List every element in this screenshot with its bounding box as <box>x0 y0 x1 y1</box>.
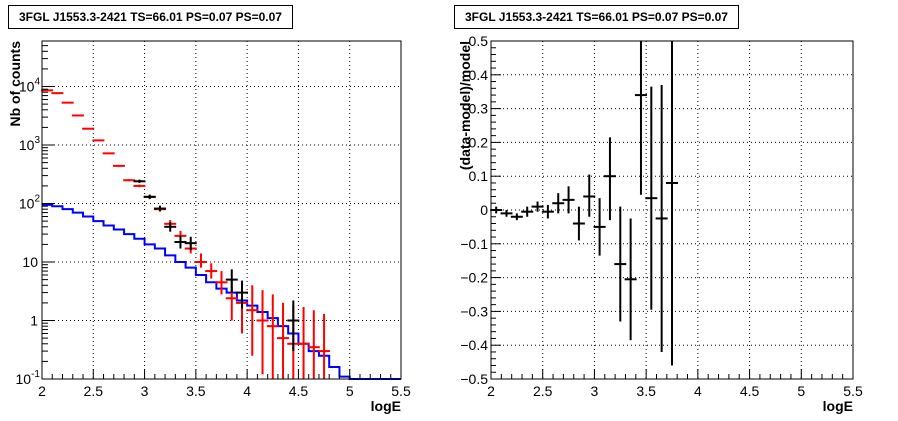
y-axis-label: Nb of counts <box>7 41 23 127</box>
x-tick-label: 4.5 <box>740 383 760 399</box>
y-tick-label: 0.3 <box>469 101 489 117</box>
x-tick-label: 2 <box>38 383 46 399</box>
x-tick-label: 4 <box>694 383 702 399</box>
right-chart-title: 3FGL J1553.3-2421 TS=66.01 PS=0.07 PS=0.… <box>454 5 739 29</box>
y-tick-label: 102 <box>19 194 41 212</box>
x-tick-label: 2 <box>487 383 495 399</box>
y-tick-label: 103 <box>19 135 41 153</box>
model-step-line <box>42 203 401 380</box>
x-axis-label: logE <box>371 398 401 414</box>
y-tick-label: 0.2 <box>469 134 489 150</box>
x-tick-label: 3.5 <box>186 383 206 399</box>
plot-area <box>42 41 401 379</box>
x-tick-label: 4 <box>243 383 251 399</box>
y-axis-label: (data-model)/model <box>457 41 473 170</box>
x-tick-label: 5.5 <box>843 383 863 399</box>
x-tick-label: 3 <box>591 383 599 399</box>
plot-frame <box>41 40 402 380</box>
x-tick-label: 3 <box>141 383 149 399</box>
y-tick-label: 10-1 <box>16 369 41 387</box>
y-tick-label: −0.4 <box>460 337 488 353</box>
left-chart-title: 3FGL J1553.3-2421 TS=66.01 PS=0.07 PS=0.… <box>8 5 293 29</box>
y-tick-label: 1 <box>30 313 38 329</box>
x-tick-label: 2.5 <box>533 383 553 399</box>
y-tick-label: 0.1 <box>469 168 489 184</box>
y-tick-label: 0.5 <box>469 33 489 49</box>
x-tick-label: 5.5 <box>391 383 411 399</box>
y-tick-label: 10 <box>22 254 38 270</box>
y-tick-label: −0.3 <box>460 303 488 319</box>
y-tick-label: 0 <box>480 202 488 218</box>
y-tick-label: −0.2 <box>460 270 488 286</box>
x-tick-label: 2.5 <box>84 383 104 399</box>
x-tick-label: 5 <box>797 383 805 399</box>
x-tick-label: 5 <box>346 383 354 399</box>
y-tick-label: 0.4 <box>469 67 489 83</box>
y-tick-label: −0.1 <box>460 236 488 252</box>
x-tick-label: 4.5 <box>289 383 309 399</box>
x-tick-label: 3.5 <box>636 383 656 399</box>
y-tick-label: −0.5 <box>460 371 488 387</box>
y-tick-label: 104 <box>19 77 41 95</box>
x-axis-label: logE <box>823 398 853 414</box>
